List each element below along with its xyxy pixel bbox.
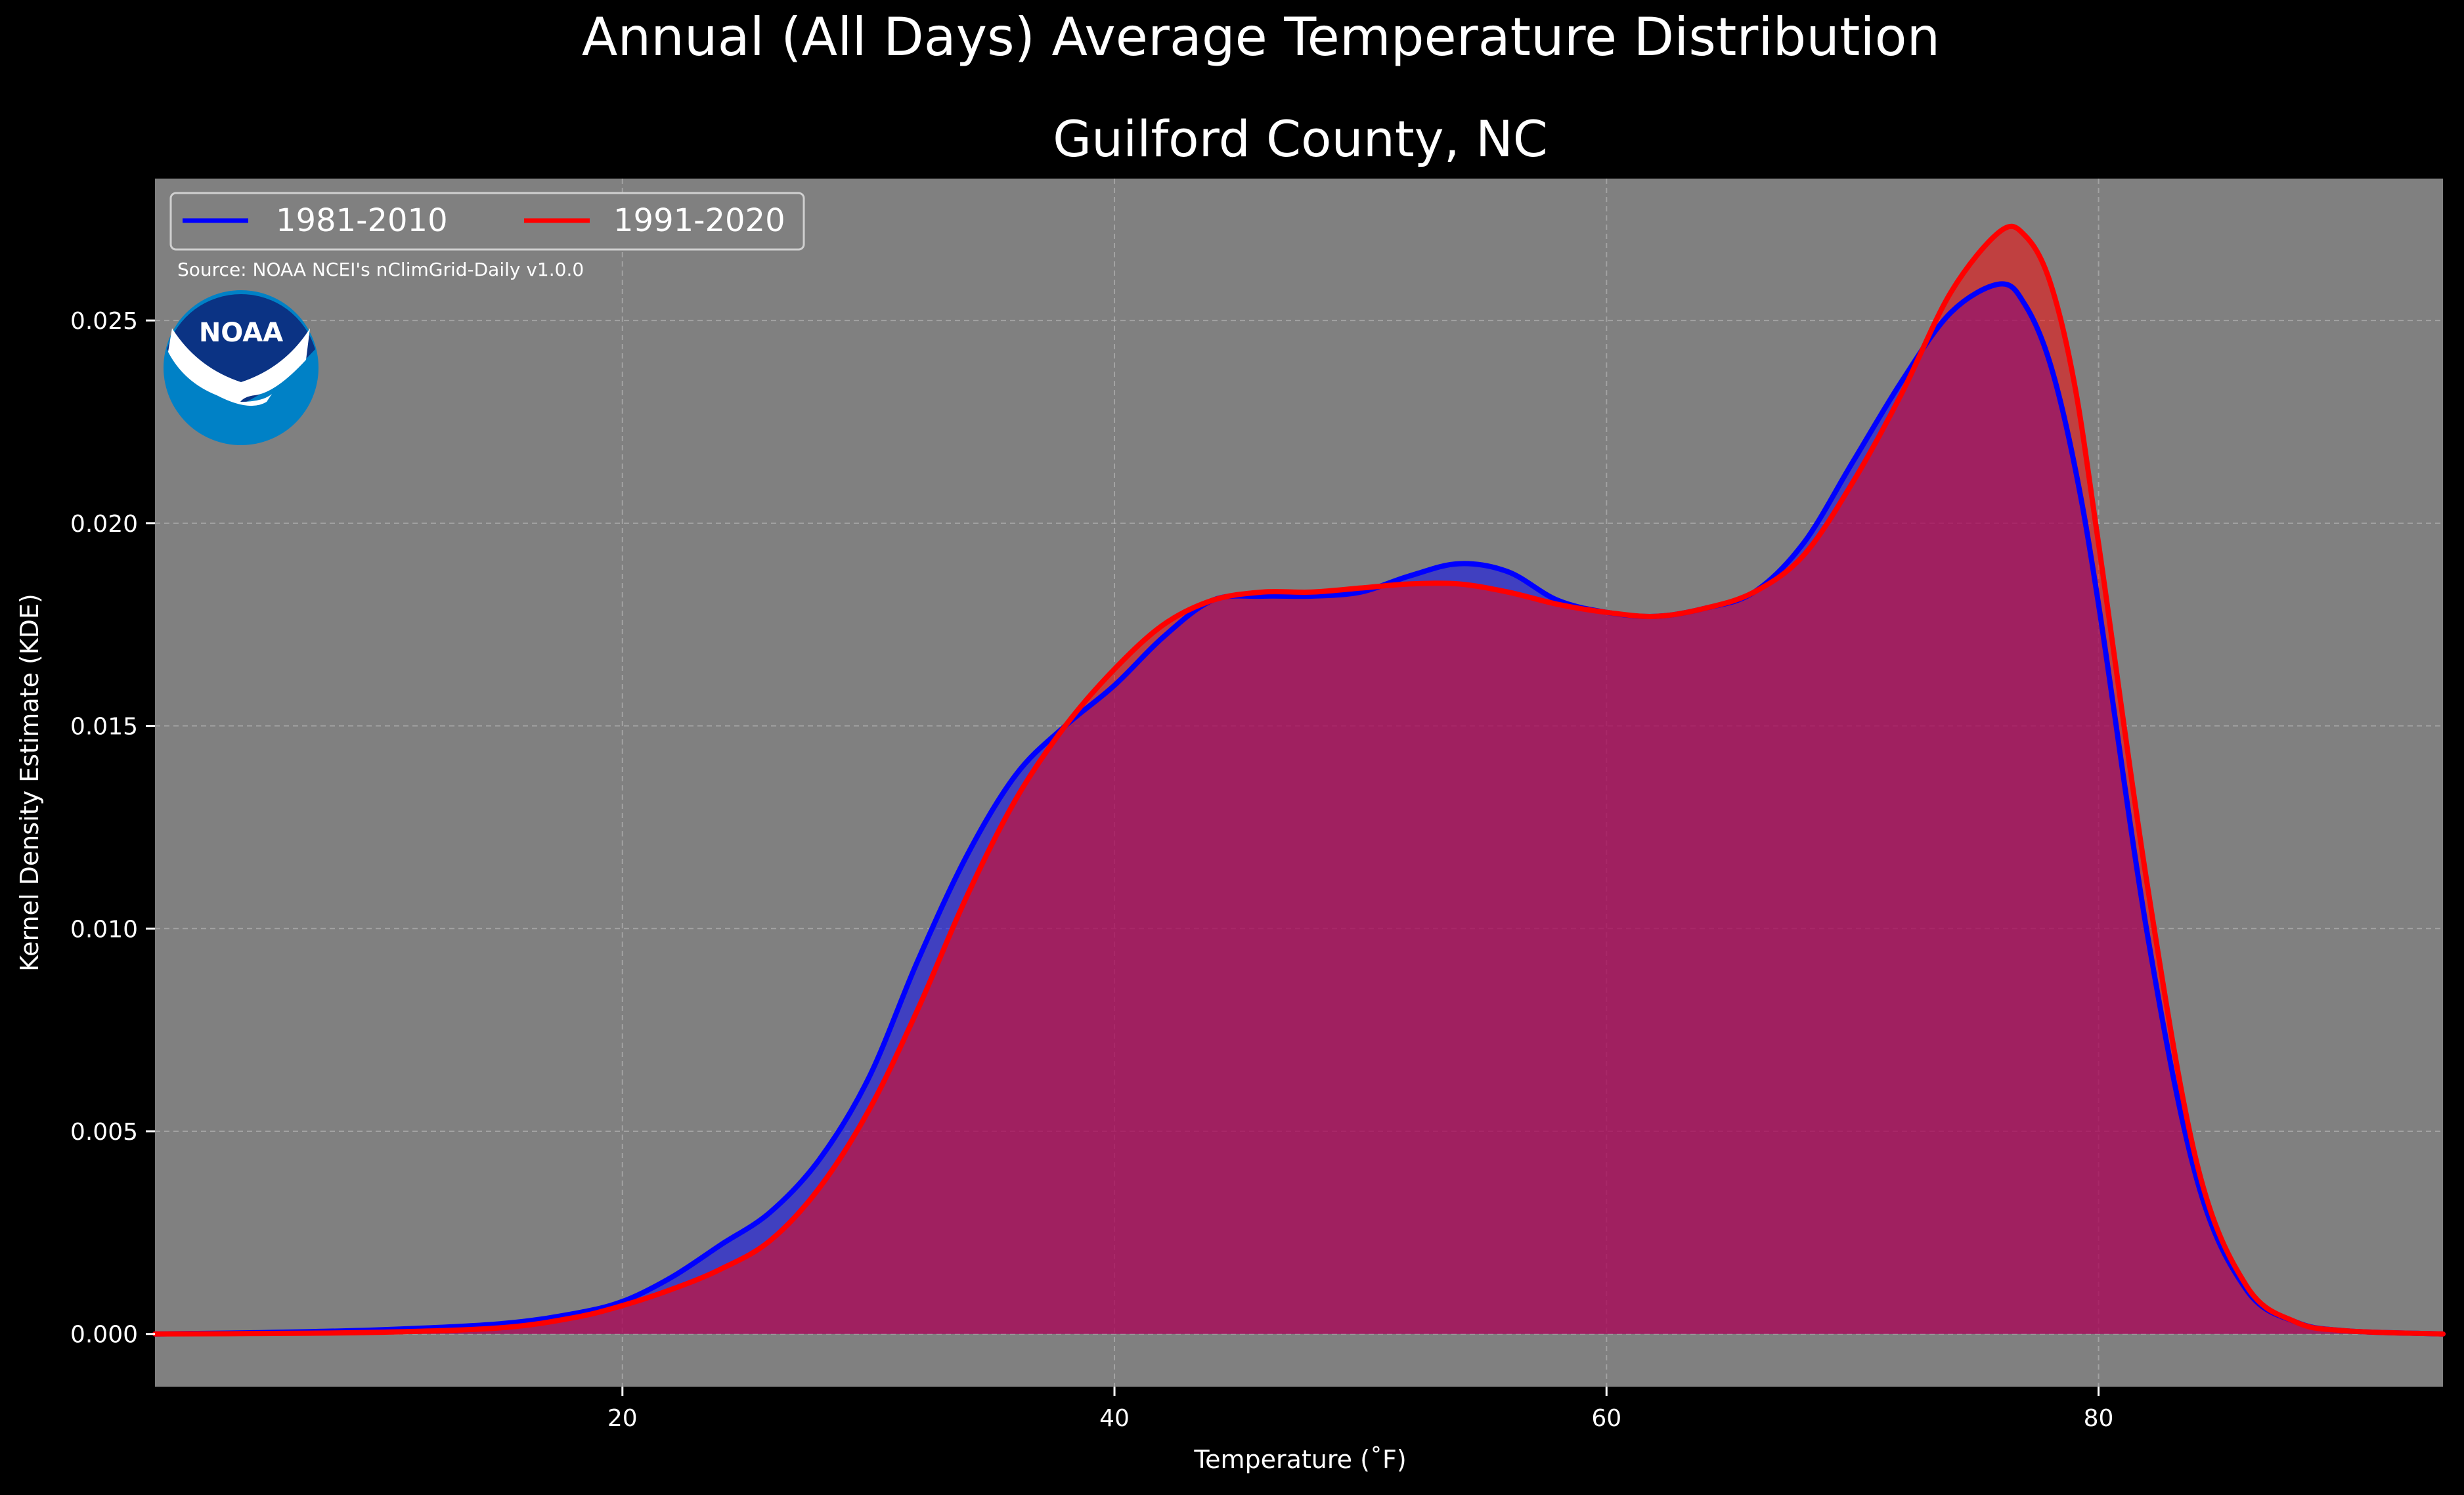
- chart-title: Annual (All Days) Average Temperature Di…: [582, 7, 1940, 68]
- density-lines: [152, 223, 2446, 1337]
- y-tick-label: 0.015: [70, 714, 138, 741]
- x-tick-label: 80: [2084, 1405, 2114, 1432]
- source-note: Source: NOAA NCEI's nClimGrid-Daily v1.0…: [177, 259, 584, 280]
- y-axis-label: Kernel Density Estimate (KDE): [15, 594, 44, 972]
- y-tick-label: 0.010: [70, 916, 138, 943]
- y-tick-label: 0.005: [70, 1119, 138, 1146]
- x-axis: 20 40 60 80: [607, 1387, 2114, 1432]
- area-1991-2020: [155, 226, 2443, 1334]
- legend-label-1981-2010: 1981-2010: [276, 202, 448, 239]
- legend: 1981-2010 1991-2020: [169, 192, 805, 251]
- x-tick-label: 40: [1099, 1405, 1130, 1432]
- density-areas: [155, 226, 2443, 1334]
- chart-subtitle: Guilford County, NC: [1053, 110, 1548, 168]
- y-axis: 0.000 0.005 0.010 0.015 0.020 0.025: [70, 308, 155, 1349]
- y-tick-label: 0.025: [70, 308, 138, 335]
- noaa-logo-bird-icon: [168, 328, 310, 406]
- y-tick-label: 0.020: [70, 511, 138, 538]
- x-tick-label: 20: [607, 1405, 638, 1432]
- x-tick-label: 60: [1591, 1405, 1621, 1432]
- noaa-logo-text: NOAA: [199, 318, 283, 348]
- line-1991-2020: [152, 223, 2446, 1337]
- legend-label-1991-2020: 1991-2020: [613, 202, 785, 239]
- y-tick-label: 0.000: [70, 1322, 138, 1349]
- noaa-logo: NOAA: [164, 290, 319, 445]
- x-axis-label: Temperature (˚F): [1193, 1445, 1406, 1474]
- line-1981-2010: [152, 281, 2446, 1337]
- legend-box: [169, 192, 805, 251]
